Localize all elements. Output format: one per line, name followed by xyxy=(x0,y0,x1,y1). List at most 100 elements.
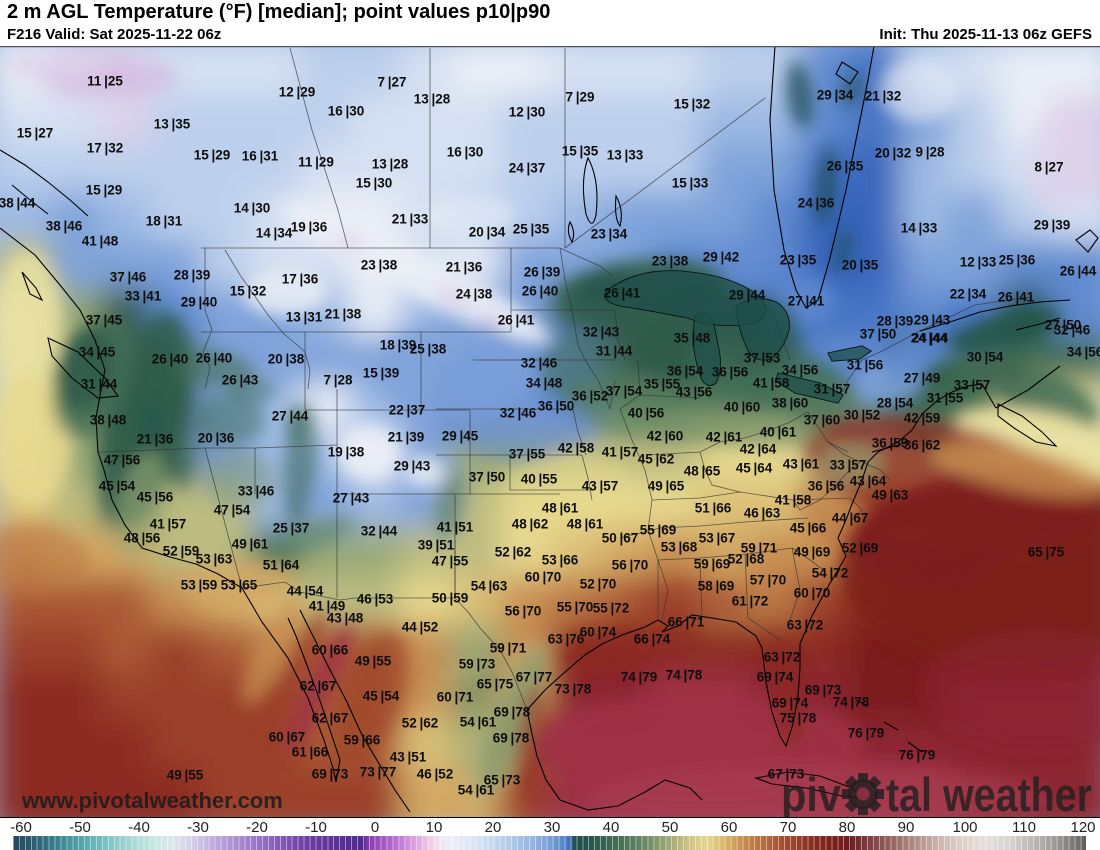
svg-text:22 |37: 22 |37 xyxy=(389,403,426,418)
svg-text:38 |46: 38 |46 xyxy=(46,219,83,234)
svg-text:24 |36: 24 |36 xyxy=(798,196,835,211)
svg-text:37 |53: 37 |53 xyxy=(744,351,781,366)
svg-text:37 |50: 37 |50 xyxy=(860,327,897,342)
svg-text:59 |71: 59 |71 xyxy=(490,641,527,656)
svg-text:20 |35: 20 |35 xyxy=(842,258,879,273)
svg-text:60 |74: 60 |74 xyxy=(580,625,617,640)
svg-text:52 |62: 52 |62 xyxy=(495,545,532,560)
svg-text:60 |70: 60 |70 xyxy=(794,586,831,601)
svg-text:49 |63: 49 |63 xyxy=(872,488,909,503)
svg-text:53 |63: 53 |63 xyxy=(196,552,233,567)
svg-text:tal weather: tal weather xyxy=(886,768,1092,818)
svg-text:26 |44: 26 |44 xyxy=(1060,264,1097,279)
svg-text:53 |67: 53 |67 xyxy=(699,531,736,546)
svg-text:17 |32: 17 |32 xyxy=(87,141,124,156)
svg-text:32 |46: 32 |46 xyxy=(1054,323,1091,338)
svg-text:41 |58: 41 |58 xyxy=(775,493,812,508)
svg-text:66 |71: 66 |71 xyxy=(668,615,705,630)
svg-text:67 |77: 67 |77 xyxy=(516,670,553,685)
svg-text:32 |46: 32 |46 xyxy=(521,356,558,371)
svg-text:15 |27: 15 |27 xyxy=(17,126,54,141)
svg-text:56 |70: 56 |70 xyxy=(612,558,649,573)
svg-text:40 |61: 40 |61 xyxy=(760,425,797,440)
svg-text:23 |38: 23 |38 xyxy=(361,258,398,273)
svg-text:45 |66: 45 |66 xyxy=(790,521,827,536)
svg-text:27 |50: 27 |50 xyxy=(1045,318,1082,333)
svg-text:15 |39: 15 |39 xyxy=(363,366,400,381)
svg-text:24 |44: 24 |44 xyxy=(911,331,948,346)
svg-text:24 |37: 24 |37 xyxy=(509,161,546,176)
svg-text:62 |67: 62 |67 xyxy=(300,679,337,694)
svg-text:53 |59: 53 |59 xyxy=(181,578,218,593)
svg-text:45 |54: 45 |54 xyxy=(99,479,136,494)
svg-text:8 |27: 8 |27 xyxy=(1034,160,1063,175)
svg-text:49 |55: 49 |55 xyxy=(355,654,392,669)
svg-text:16 |30: 16 |30 xyxy=(447,145,484,160)
svg-text:14 |30: 14 |30 xyxy=(234,201,271,216)
svg-text:52 |68: 52 |68 xyxy=(728,552,765,567)
svg-text:12 |33: 12 |33 xyxy=(960,255,997,270)
svg-text:15 |32: 15 |32 xyxy=(674,97,711,112)
svg-text:52 |62: 52 |62 xyxy=(402,716,439,731)
svg-text:26 |41: 26 |41 xyxy=(998,290,1035,305)
svg-text:29 |34: 29 |34 xyxy=(817,88,854,103)
svg-text:20 |38: 20 |38 xyxy=(268,352,305,367)
svg-text:48 |61: 48 |61 xyxy=(567,517,604,532)
svg-text:28 |39: 28 |39 xyxy=(877,314,914,329)
svg-text:49 |65: 49 |65 xyxy=(648,479,685,494)
svg-text:41 |58: 41 |58 xyxy=(753,376,790,391)
svg-text:32 |44: 32 |44 xyxy=(361,524,398,539)
svg-text:60 |70: 60 |70 xyxy=(525,570,562,585)
svg-text:26 |40: 26 |40 xyxy=(152,352,189,367)
svg-text:61 |72: 61 |72 xyxy=(732,594,769,609)
svg-text:53 |65: 53 |65 xyxy=(221,578,258,593)
svg-text:16 |31: 16 |31 xyxy=(242,149,279,164)
svg-text:26 |41: 26 |41 xyxy=(604,286,641,301)
svg-text:43 |61: 43 |61 xyxy=(783,457,820,472)
svg-text:21 |32: 21 |32 xyxy=(865,89,902,104)
svg-text:13 |31: 13 |31 xyxy=(286,310,323,325)
svg-text:13 |28: 13 |28 xyxy=(372,157,409,172)
svg-text:9 |28: 9 |28 xyxy=(915,145,944,160)
svg-text:41 |57: 41 |57 xyxy=(150,517,187,532)
svg-text:23 |34: 23 |34 xyxy=(591,227,628,242)
svg-text:67 |73: 67 |73 xyxy=(768,767,805,782)
svg-text:37 |50: 37 |50 xyxy=(469,470,506,485)
svg-text:37 |60: 37 |60 xyxy=(804,413,841,428)
svg-text:45 |62: 45 |62 xyxy=(638,452,675,467)
svg-text:22 |34: 22 |34 xyxy=(950,287,987,302)
svg-text:65 |75: 65 |75 xyxy=(1028,545,1065,560)
svg-text:24 |38: 24 |38 xyxy=(456,287,493,302)
svg-text:44 |52: 44 |52 xyxy=(402,620,439,635)
svg-text:34 |45: 34 |45 xyxy=(79,345,116,360)
svg-text:15 |29: 15 |29 xyxy=(194,148,231,163)
svg-text:26 |35: 26 |35 xyxy=(827,159,864,174)
svg-text:63 |72: 63 |72 xyxy=(764,650,801,665)
svg-text:24 |44: 24 |44 xyxy=(912,331,949,346)
svg-text:56 |70: 56 |70 xyxy=(505,604,542,619)
svg-text:15 |35: 15 |35 xyxy=(562,144,599,159)
svg-text:15 |29: 15 |29 xyxy=(86,183,123,198)
svg-text:26 |43: 26 |43 xyxy=(222,373,259,388)
svg-text:39 |51: 39 |51 xyxy=(418,538,455,553)
svg-text:54 |61: 54 |61 xyxy=(458,783,495,798)
svg-text:48 |65: 48 |65 xyxy=(684,464,721,479)
svg-text:33 |46: 33 |46 xyxy=(238,484,275,499)
svg-text:21 |39: 21 |39 xyxy=(388,430,425,445)
svg-text:76 |79: 76 |79 xyxy=(848,726,885,741)
svg-text:19 |38: 19 |38 xyxy=(328,445,365,460)
svg-text:65 |75: 65 |75 xyxy=(477,677,514,692)
svg-text:35 |48: 35 |48 xyxy=(674,331,711,346)
svg-text:25 |36: 25 |36 xyxy=(999,253,1036,268)
svg-text:51 |66: 51 |66 xyxy=(695,501,732,516)
svg-text:27 |43: 27 |43 xyxy=(333,491,370,506)
svg-text:25 |38: 25 |38 xyxy=(410,342,447,357)
svg-text:42 |60: 42 |60 xyxy=(647,429,684,444)
svg-text:29 |45: 29 |45 xyxy=(442,429,479,444)
svg-text:15 |33: 15 |33 xyxy=(672,176,709,191)
svg-text:21 |33: 21 |33 xyxy=(392,212,429,227)
svg-text:35 |55: 35 |55 xyxy=(644,377,681,392)
svg-text:20 |36: 20 |36 xyxy=(198,431,235,446)
svg-text:31 |55: 31 |55 xyxy=(927,391,964,406)
svg-text:58 |69: 58 |69 xyxy=(698,579,735,594)
